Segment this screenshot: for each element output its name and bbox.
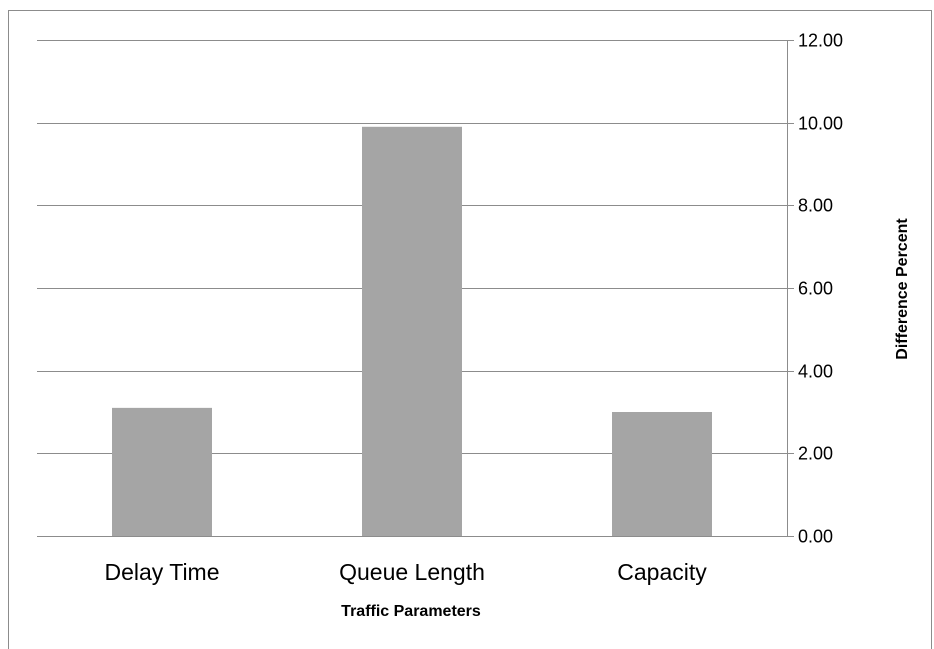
y-tick-label-2: 4.00 (798, 362, 833, 382)
bars (112, 126, 712, 537)
y-tick-label-6: 12.00 (798, 31, 843, 51)
y-tick-label-1: 2.00 (798, 444, 833, 464)
y-tick-label-4: 8.00 (798, 196, 833, 216)
x-axis-title: Traffic Parameters (341, 603, 481, 620)
bar-queue-length (362, 126, 462, 537)
y-tick-labels: 0.00 2.00 4.00 6.00 8.00 10.00 12.00 (798, 31, 843, 547)
y-tick-label-5: 10.00 (798, 114, 843, 134)
bar-capacity (612, 412, 712, 536)
y-tick-label-0: 0.00 (798, 527, 833, 547)
y-axis-title: Difference Percent (894, 218, 911, 360)
x-tick-label-capacity: Capacity (617, 559, 707, 585)
bar-delay-time (112, 407, 212, 536)
x-tick-label-delay-time: Delay Time (104, 559, 219, 585)
x-tick-label-queue-length: Queue Length (339, 559, 485, 585)
x-tick-labels: Delay Time Queue Length Capacity (104, 559, 707, 585)
y-tick-label-3: 6.00 (798, 279, 833, 299)
chart-frame (8, 10, 932, 649)
y-axis (787, 40, 794, 537)
